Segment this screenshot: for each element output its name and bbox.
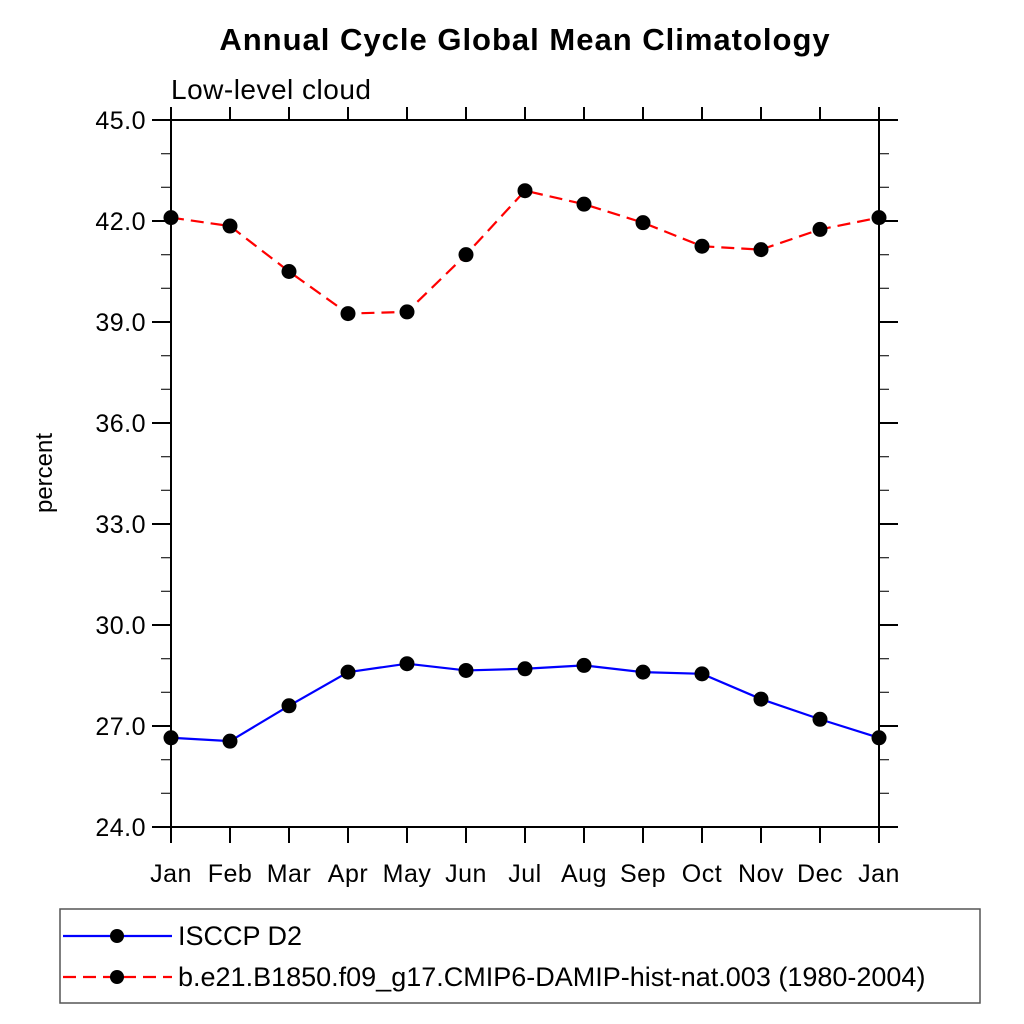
x-tick-label: Jul [508,860,541,888]
x-tick-label: May [383,860,432,888]
x-tick-label: Oct [682,860,722,888]
legend-box [59,908,981,1004]
y-tick-label: 24.0 [95,814,146,842]
x-tick-label: Nov [738,860,784,888]
data-point-marker [340,306,356,322]
x-tick-label: Dec [797,860,843,888]
data-point-marker [163,210,179,226]
y-tick-label: 27.0 [95,713,146,741]
y-tick-label: 30.0 [95,612,146,640]
data-point-marker [871,210,887,226]
x-tick-label: Jun [445,860,487,888]
data-point-marker [576,657,592,673]
y-tick-label: 42.0 [95,208,146,236]
data-point-marker [871,730,887,746]
data-point-marker [576,196,592,212]
chart-title: Annual Cycle Global Mean Climatology [219,22,830,57]
data-point-marker [222,733,238,749]
plot-area: 24.0 27.0 30.0 33.0 36.0 39.0 42.0 45.0 Jan Feb Ma… [95,107,900,888]
legend: ISCCP D2 b.e21.B1850.f09_g17.CMIP6-DAMIP-… [59,908,981,1004]
data-point-marker [517,661,533,677]
data-point-marker [281,698,297,714]
data-point-marker [517,183,533,199]
y-tick-label: 39.0 [95,309,146,337]
x-tick-label: Mar [267,860,312,888]
x-tick-label: Apr [328,860,368,888]
data-point-marker [812,221,828,237]
plot-frame [170,119,880,828]
data-point-marker [399,304,415,320]
legend-label: ISCCP D2 [178,921,302,951]
legend-label: b.e21.B1850.f09_g17.CMIP6-DAMIP-hist-nat… [178,962,925,992]
y-axis-label: percent [31,433,58,513]
data-point-marker [222,218,238,234]
chart-subtitle: Low-level cloud [171,74,372,105]
data-point-marker [399,656,415,672]
data-point-marker [635,215,651,231]
data-point-marker [694,238,710,254]
x-tick-label: Sep [620,860,666,888]
data-point-marker [163,730,179,746]
x-tick-label: Jan [858,860,900,888]
data-point-marker [812,711,828,727]
data-point-marker [281,264,297,279]
data-point-marker [694,666,710,682]
legend-marker [110,929,124,943]
series-line-dashed [170,189,880,315]
y-tick-label: 36.0 [95,410,146,438]
data-point-marker [635,664,651,680]
y-tick-label: 45.0 [95,107,146,135]
x-tick-label: Aug [561,860,607,888]
y-tick-label: 33.0 [95,511,146,539]
data-point-marker [458,662,474,678]
legend-entries: ISCCP D2 b.e21.B1850.f09_g17.CMIP6-DAMIP-… [63,921,925,992]
x-tick-label: Jan [150,860,192,888]
data-point-marker [458,247,474,263]
x-tick-label: Feb [208,860,253,888]
data-point-marker [753,691,769,707]
data-point-marker [753,242,769,258]
data-point-marker [340,664,356,680]
legend-marker [110,970,124,984]
